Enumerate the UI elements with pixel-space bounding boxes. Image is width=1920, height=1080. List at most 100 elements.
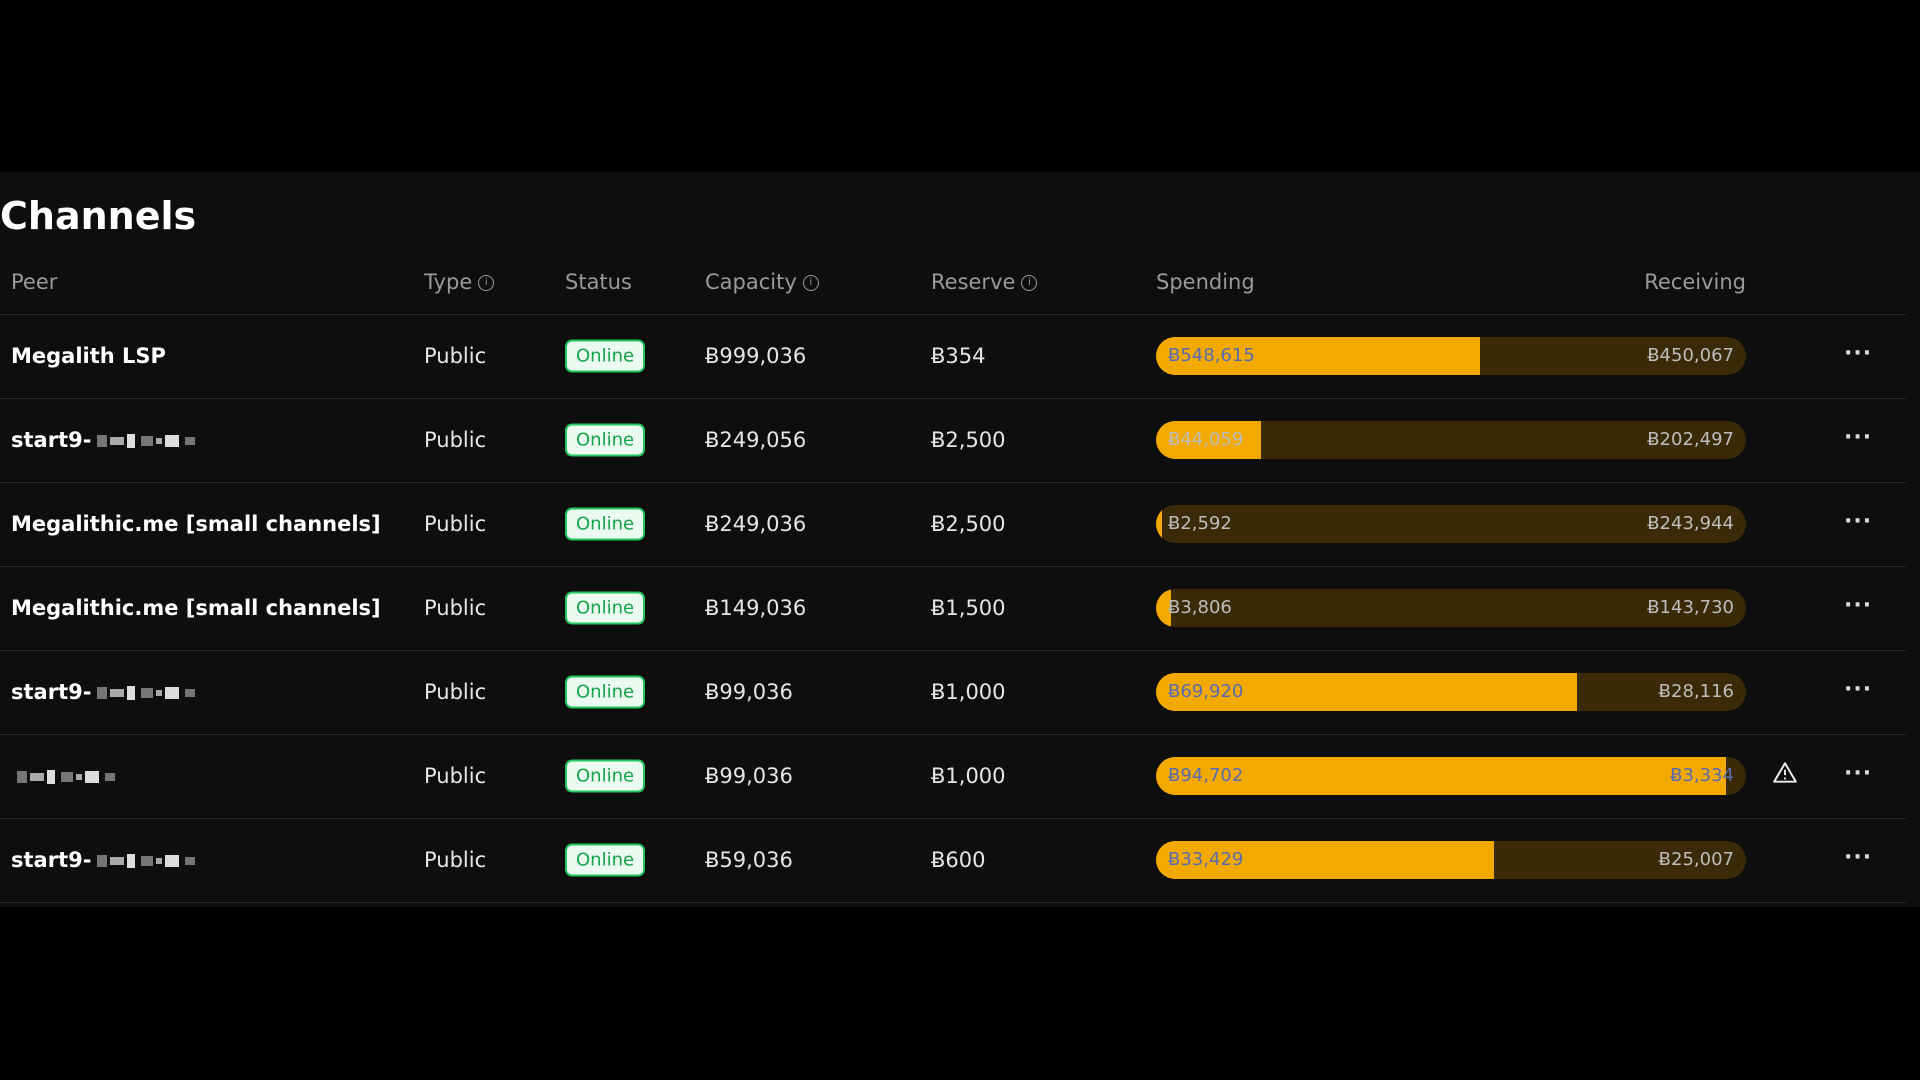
receiving-label: Ƀ450,067 — [1647, 345, 1734, 366]
redacted-blocks — [91, 848, 196, 872]
warning-glyph — [1773, 762, 1797, 783]
peer-name: start9- — [11, 428, 196, 452]
peer-name: start9- — [11, 680, 196, 704]
spending-label: Ƀ548,615 — [1168, 345, 1255, 366]
column-header: Status — [565, 270, 632, 294]
balance-bar: Ƀ2,592 Ƀ243,944 — [1156, 505, 1746, 543]
row-separator — [0, 818, 1906, 819]
row-menu[interactable]: ··· — [1844, 845, 1873, 870]
spending-fill — [1156, 673, 1577, 711]
balance-bar: Ƀ69,920 Ƀ28,116 — [1156, 673, 1746, 711]
capacity-cell: Ƀ249,036 — [705, 512, 807, 536]
column-header: Reserve i — [931, 270, 1038, 294]
peer-text: Megalith LSP — [11, 344, 166, 368]
spending-fill — [1156, 337, 1481, 375]
info-icon[interactable]: i — [478, 275, 495, 291]
status-badge: Online — [565, 591, 646, 625]
column-header: Type i — [424, 270, 495, 294]
peer-text: start9- — [11, 848, 92, 872]
balance-bar: Ƀ3,806 Ƀ143,730 — [1156, 589, 1746, 627]
reserve-cell: Ƀ600 — [931, 848, 986, 872]
row-separator — [0, 650, 1906, 651]
header-text: Status — [565, 270, 632, 294]
row-menu[interactable]: ··· — [1844, 425, 1873, 450]
page-title: Channels — [0, 194, 197, 238]
peer-name: Megalith LSP — [11, 344, 166, 368]
receiving-label: Ƀ28,116 — [1658, 681, 1734, 702]
redacted-blocks — [91, 680, 196, 704]
spending-label: Ƀ44,059 — [1168, 429, 1244, 450]
status-badge: Online — [565, 339, 646, 373]
peer-name — [11, 764, 115, 788]
capacity-cell: Ƀ99,036 — [705, 764, 793, 788]
capacity-cell: Ƀ999,036 — [705, 344, 807, 368]
capacity-cell: Ƀ149,036 — [705, 596, 807, 620]
status-badge: Online — [565, 675, 646, 709]
row-menu[interactable]: ··· — [1844, 677, 1873, 702]
peer-text: Megalithic.me [small channels] — [11, 512, 381, 536]
warning-icon[interactable] — [1772, 760, 1798, 790]
header-text: Peer — [11, 270, 58, 294]
column-header: Capacity i — [705, 270, 819, 294]
receiving-label: Ƀ25,007 — [1658, 849, 1734, 870]
spending-label: Ƀ94,702 — [1168, 765, 1244, 786]
receiving-label: Ƀ143,730 — [1647, 597, 1734, 618]
balance-bar: Ƀ44,059 Ƀ202,497 — [1156, 421, 1746, 459]
type-cell: Public — [424, 848, 487, 872]
reserve-cell: Ƀ354 — [931, 344, 986, 368]
redacted-blocks — [11, 764, 115, 788]
reserve-cell: Ƀ1,000 — [931, 680, 1006, 704]
spending-label: Ƀ69,920 — [1168, 681, 1244, 702]
peer-text: Megalithic.me [small channels] — [11, 596, 381, 620]
header-text: Type — [424, 270, 473, 294]
header-text: Receiving — [1644, 270, 1746, 294]
spending-fill — [1156, 505, 1163, 543]
type-cell: Public — [424, 428, 487, 452]
reserve-cell: Ƀ2,500 — [931, 428, 1006, 452]
balance-bar: Ƀ33,429 Ƀ25,007 — [1156, 841, 1746, 879]
receiving-label: Ƀ243,944 — [1647, 513, 1734, 534]
row-menu[interactable]: ··· — [1844, 761, 1873, 786]
row-separator — [0, 482, 1906, 483]
type-cell: Public — [424, 680, 487, 704]
reserve-cell: Ƀ1,000 — [931, 764, 1006, 788]
capacity-cell: Ƀ99,036 — [705, 680, 793, 704]
spending-fill — [1156, 841, 1494, 879]
balance-bar: Ƀ548,615 Ƀ450,067 — [1156, 337, 1746, 375]
row-separator — [0, 902, 1906, 903]
balance-bar: Ƀ94,702 Ƀ3,334 — [1156, 757, 1746, 795]
row-separator — [0, 566, 1906, 567]
status-badge: Online — [565, 843, 646, 877]
channels-panel: Channels Peer Type i Status Capacity i Reserve… — [0, 172, 1920, 907]
row-separator — [0, 734, 1906, 735]
status-badge: Online — [565, 423, 646, 457]
peer-text: start9- — [11, 680, 92, 704]
redacted-blocks — [91, 428, 196, 452]
type-cell: Public — [424, 512, 487, 536]
row-menu[interactable]: ··· — [1844, 593, 1873, 618]
column-header: Peer — [11, 270, 57, 294]
peer-name: Megalithic.me [small channels] — [11, 512, 381, 536]
status-badge: Online — [565, 507, 646, 541]
header-text: Capacity — [705, 270, 797, 294]
peer-name: Megalithic.me [small channels] — [11, 596, 381, 620]
type-cell: Public — [424, 344, 487, 368]
spending-label: Ƀ3,806 — [1168, 597, 1232, 618]
type-cell: Public — [424, 764, 487, 788]
status-badge: Online — [565, 759, 646, 793]
info-icon[interactable]: i — [1021, 275, 1038, 291]
column-header: Receiving — [1644, 270, 1746, 294]
receiving-label: Ƀ202,497 — [1647, 429, 1734, 450]
row-separator — [0, 314, 1906, 315]
peer-text: start9- — [11, 428, 92, 452]
header-text: Reserve — [931, 270, 1016, 294]
column-header: Spending — [1156, 270, 1255, 294]
spending-fill — [1156, 421, 1262, 459]
info-icon[interactable]: i — [802, 275, 819, 291]
receiving-label: Ƀ3,334 — [1670, 765, 1734, 786]
row-menu[interactable]: ··· — [1844, 341, 1873, 366]
row-menu[interactable]: ··· — [1844, 509, 1873, 534]
spending-fill — [1156, 757, 1726, 795]
spending-label: Ƀ2,592 — [1168, 513, 1232, 534]
